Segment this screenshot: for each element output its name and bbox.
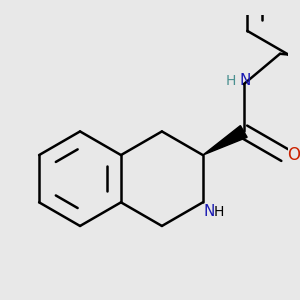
Text: N: N (203, 204, 214, 219)
Polygon shape (203, 126, 247, 155)
Text: H: H (226, 74, 236, 88)
Text: O: O (287, 146, 300, 164)
Text: N: N (240, 73, 251, 88)
Text: H: H (214, 205, 224, 219)
